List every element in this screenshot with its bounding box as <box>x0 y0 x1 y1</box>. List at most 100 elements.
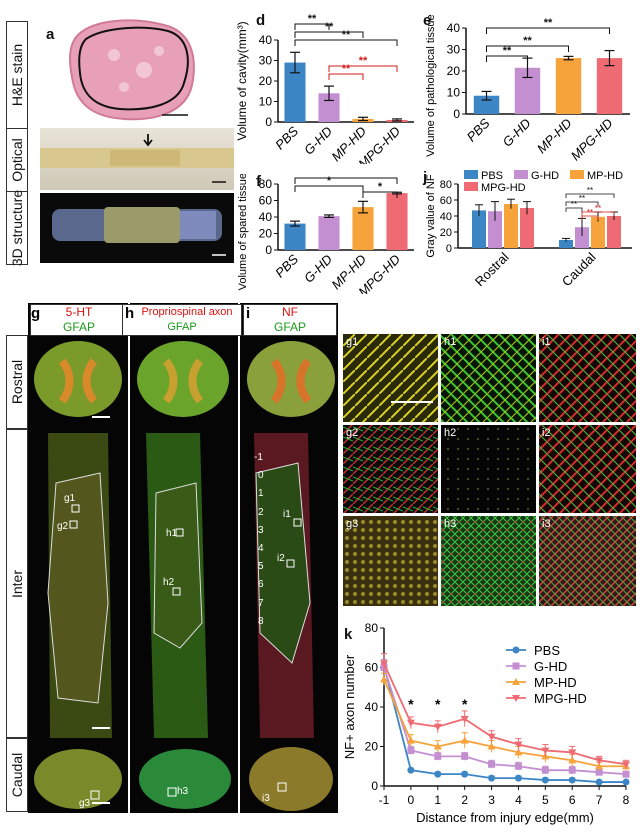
significance-bracket <box>581 215 599 220</box>
x-tick-label: 1 <box>434 793 441 807</box>
point-MP-HD <box>380 675 388 683</box>
x-tick-label: PBS <box>464 115 493 144</box>
point-PBS <box>514 774 522 782</box>
significance-bracket <box>486 45 569 52</box>
map-label-i3: i3 <box>262 793 270 804</box>
bar-PBS <box>284 62 306 122</box>
map-label-h1: h1 <box>166 528 178 539</box>
y-axis-label: Volume of pathological tissue(mm³) <box>425 14 437 157</box>
legend-label: MPG-HD <box>534 691 587 706</box>
panel-letter-h: h <box>125 305 135 322</box>
significance-bracket <box>581 211 615 216</box>
x-tick-label: 5 <box>542 793 549 807</box>
legend-marker-PBS <box>512 646 520 654</box>
map-label-g2: g2 <box>57 521 69 532</box>
point-PBS <box>461 770 469 778</box>
legend-label: MP-HD <box>534 675 577 690</box>
significance-bracket <box>294 177 398 184</box>
panel-letter-a: a <box>46 26 55 43</box>
y-tick-label: 40 <box>365 700 379 714</box>
legend-swatch-MPG-HD <box>464 182 478 191</box>
distance-mark: 5 <box>258 561 264 573</box>
bar-MP-HD <box>504 204 518 248</box>
point-MPG-HD <box>433 723 442 731</box>
map-label-i1: i1 <box>283 509 291 520</box>
point-MPG-HD <box>568 749 577 757</box>
bar-PBS <box>473 95 500 114</box>
x-tick-label: 0 <box>408 793 415 807</box>
point-MPG-HD <box>514 741 523 749</box>
significance-bracket <box>486 27 610 34</box>
row-label-rostral: Rostral <box>6 335 28 429</box>
stain-label-i: NF GFAP <box>243 304 337 336</box>
point-PBS <box>488 774 496 782</box>
point-MP-HD <box>568 756 577 764</box>
point-G-HD <box>595 768 603 776</box>
bar-MPG-HD <box>607 216 621 248</box>
chart-spared-tissue: 0 20 40 60 80 Volume of spared tissue(mm³) PBS… <box>237 174 414 294</box>
significance-bracket <box>294 185 364 192</box>
bar-MPG-HD <box>520 208 534 248</box>
point-MPG-HD <box>595 757 604 765</box>
significance-label: ** <box>579 194 585 203</box>
point-PBS <box>407 766 415 774</box>
chart-pathological-tissue: 0 10 20 30 40 Volume of pathological tissue(m… <box>425 14 630 163</box>
point-G-HD <box>434 752 442 760</box>
x-tick-label: 6 <box>569 793 576 807</box>
y-axis-label: Gray value of NF <box>425 174 437 257</box>
legend-marker-G-HD <box>512 662 520 670</box>
x-tick-label: G-HD <box>500 116 534 150</box>
inset-label-h2: h2 <box>444 427 457 439</box>
distance-mark: 1 <box>258 488 264 500</box>
panel-letter-k: k <box>344 626 353 643</box>
y-axis-label: Volume of spared tissue(mm³) <box>237 174 249 290</box>
point-MP-HD <box>460 736 469 744</box>
y-tick-label: 0 <box>265 243 272 257</box>
point-G-HD <box>461 752 469 760</box>
significance-bracket <box>565 207 583 212</box>
y-tick-label: 80 <box>365 621 379 635</box>
y-tick-label: 30 <box>259 54 273 68</box>
point-MP-HD <box>514 748 523 756</box>
point-PBS <box>541 776 549 784</box>
point-PBS <box>622 778 630 786</box>
significance-label: ** <box>587 208 593 217</box>
y-tick-label: 20 <box>447 64 461 78</box>
optical-image <box>40 128 234 190</box>
y-tick-label: 40 <box>440 211 452 223</box>
y-tick-label: 60 <box>259 194 273 208</box>
series-line-MP-HD <box>383 678 626 768</box>
3d-structure-image <box>40 193 234 263</box>
y-tick-label: 0 <box>453 107 460 121</box>
bar-PBS <box>472 210 486 248</box>
y-tick-label: 10 <box>447 86 461 100</box>
y-axis-label: NF+ axon number <box>342 654 357 759</box>
map-label-i2: i2 <box>277 553 285 564</box>
point-G-HD <box>622 770 630 778</box>
inter-sections <box>47 433 314 738</box>
y-tick-label: 0 <box>371 779 378 793</box>
significance-bracket <box>362 191 398 198</box>
legend-label: G-HD <box>534 659 567 674</box>
point-MPG-HD <box>460 715 469 723</box>
row-label-inter: Inter <box>6 429 28 738</box>
x-tick-label: 4 <box>515 793 522 807</box>
point-G-HD <box>541 766 549 774</box>
significance-label: ** <box>359 55 368 67</box>
x-tick-label: PBS <box>272 123 301 152</box>
panel-letter-e: e <box>423 12 432 29</box>
bar-G-HD <box>488 211 502 248</box>
panel-letter-i: i <box>246 305 251 322</box>
map-label-g1: g1 <box>64 493 76 504</box>
legend-label: MPG-HD <box>481 182 526 194</box>
point-MPG-HD <box>380 660 388 668</box>
significance-label: ** <box>503 45 512 57</box>
distance-mark: 3 <box>258 524 264 536</box>
y-tick-label: 60 <box>365 661 379 675</box>
point-MP-HD <box>595 762 604 770</box>
significance-bracket <box>328 65 398 72</box>
map-label-h3: h3 <box>177 786 189 797</box>
inset-label-g1: g1 <box>346 336 359 348</box>
legend-marker-MPG-HD <box>512 695 520 702</box>
bar-PBS <box>284 223 306 250</box>
